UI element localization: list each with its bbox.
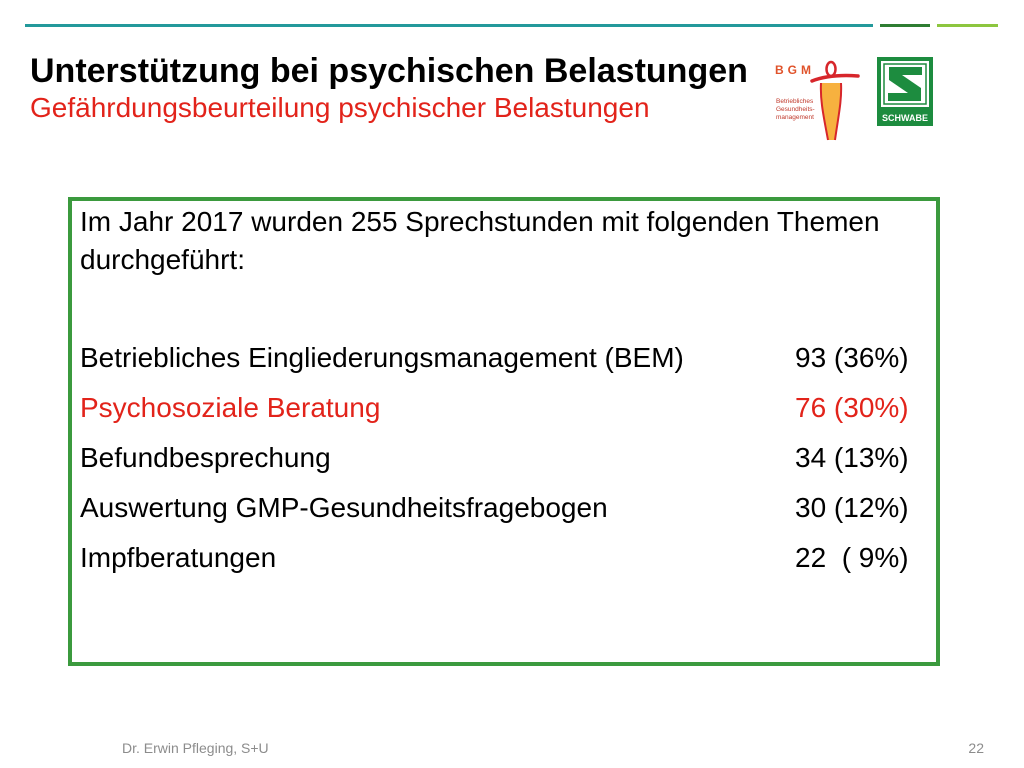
schwabe-logo: SCHWABE: [877, 57, 933, 126]
intro-text: Im Jahr 2017 wurden 255 Sprechstunden mi…: [80, 206, 880, 275]
topic-count: 30 (12%): [795, 492, 909, 523]
topic-label: Betriebliches Eingliederungsmanagement (…: [80, 342, 684, 373]
topic-label: Befundbesprechung: [80, 442, 331, 473]
topic-count: 22 ( 9%): [795, 542, 909, 573]
topic-row: Impfberatungen 22 ( 9%): [80, 533, 930, 583]
bgm-figure-left-outline: [819, 82, 829, 141]
top-rule-light-green: [937, 24, 998, 27]
schwabe-wordmark: SCHWABE: [882, 113, 928, 123]
schwabe-logo-inner-border: [883, 63, 927, 105]
topic-row: Befundbesprechung 34 (13%): [80, 433, 930, 483]
slide-title: Unterstützung bei psychischen Belastunge…: [30, 52, 748, 90]
bgm-logo-letters: BGM: [775, 63, 815, 77]
content-box: Im Jahr 2017 wurden 255 Sprechstunden mi…: [68, 197, 940, 666]
slide-subtitle: Gefährdungsbeurteilung psychischer Belas…: [30, 92, 650, 123]
page-number: 22: [968, 740, 984, 756]
topic-list: Betriebliches Eingliederungsmanagement (…: [80, 333, 930, 583]
top-rule-dark-green: [880, 24, 930, 27]
bgm-figure-right-outline: [834, 82, 843, 141]
bgm-logo: BGM Betriebliches Gesundheits- managemen…: [775, 60, 860, 141]
topic-label: Psychosoziale Beratung: [80, 392, 381, 423]
topic-label: Impfberatungen: [80, 542, 277, 573]
topic-row: Psychosoziale Beratung 76 (30%): [80, 383, 930, 433]
schwabe-s-icon: [888, 67, 922, 101]
bgm-caption-line: Betriebliches: [776, 98, 814, 105]
bgm-figure-head: [825, 60, 837, 78]
topic-count: 93 (36%): [795, 342, 909, 373]
bgm-caption-line: Gesundheits-: [776, 106, 815, 113]
topic-row: Auswertung GMP-Gesundheitsfragebogen 30 …: [80, 483, 930, 533]
topic-row: Betriebliches Eingliederungsmanagement (…: [80, 333, 930, 383]
topic-label: Auswertung GMP-Gesundheitsfragebogen: [80, 492, 608, 523]
topic-count: 34 (13%): [795, 442, 909, 473]
bgm-figure-arms: [810, 73, 860, 83]
bgm-caption-line: management: [776, 114, 814, 121]
topic-count: 76 (30%): [795, 392, 909, 423]
footer-author: Dr. Erwin Pfleging, S+U: [122, 740, 269, 756]
bgm-figure-body: [820, 83, 842, 140]
top-rule-teal: [25, 24, 873, 27]
